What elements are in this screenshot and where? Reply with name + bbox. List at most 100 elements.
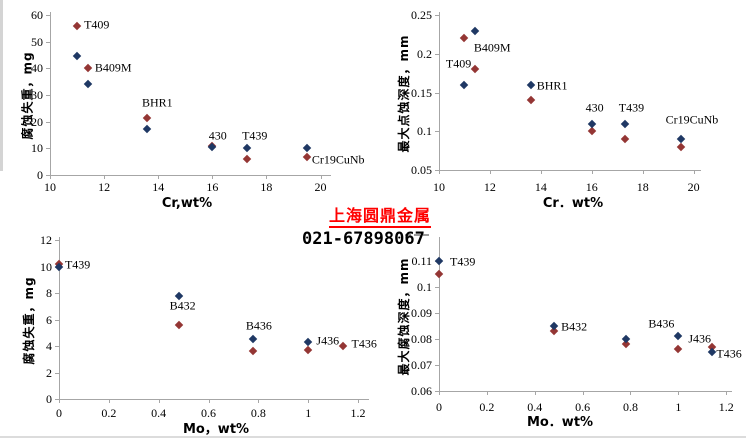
point-label: T439 bbox=[242, 128, 268, 143]
data-point-red bbox=[83, 63, 93, 72]
data-point-blue bbox=[143, 124, 152, 134]
point-label: BHR1 bbox=[536, 78, 568, 93]
x-tick-label: 0.6 bbox=[201, 406, 217, 420]
data-point-red bbox=[302, 153, 312, 162]
point-label: J436 bbox=[688, 331, 712, 346]
y-tick bbox=[46, 15, 50, 16]
data-point-red bbox=[434, 269, 444, 279]
data-point-red bbox=[174, 320, 183, 330]
point-label: J436 bbox=[316, 333, 340, 348]
y-tick bbox=[55, 240, 59, 241]
point-label: B432 bbox=[561, 319, 588, 334]
x-axis-title: Cr,wt% bbox=[161, 196, 213, 211]
x-tick bbox=[158, 399, 160, 403]
y-tick bbox=[55, 293, 59, 294]
point-label: Cr19CuNb bbox=[311, 152, 365, 167]
y-tick-label: 0.2 bbox=[417, 46, 432, 61]
y-axis-line bbox=[50, 12, 51, 175]
data-point-blue bbox=[302, 144, 312, 153]
y-tick-label: 0.11 bbox=[411, 253, 432, 268]
y-axis-line bbox=[439, 12, 440, 170]
y-tick-label: 0.1 bbox=[417, 279, 432, 294]
data-point-red bbox=[470, 65, 479, 74]
x-tick bbox=[358, 399, 360, 403]
data-point-blue bbox=[620, 119, 630, 128]
x-tick bbox=[208, 399, 210, 403]
x-tick bbox=[693, 170, 695, 174]
y-tick-label: 0.06 bbox=[411, 384, 432, 398]
watermark-phone: 021-67898067 bbox=[302, 229, 425, 249]
y-tick bbox=[435, 391, 439, 392]
x-tick-label: 0 bbox=[436, 400, 442, 414]
y-tick-label: 8 bbox=[46, 286, 52, 300]
x-tick-label: 0.4 bbox=[151, 406, 167, 420]
x-tick-label: 1.2 bbox=[718, 400, 734, 414]
x-tick-label: 12 bbox=[483, 180, 496, 194]
x-tick-label: 1.2 bbox=[350, 406, 366, 420]
x-tick-label: 0.4 bbox=[527, 400, 543, 414]
x-axis-title: Cr．wt% bbox=[542, 196, 604, 211]
y-tick bbox=[46, 95, 50, 96]
point-label: BHR1 bbox=[141, 95, 173, 110]
point-label: 430 bbox=[585, 100, 604, 115]
data-point-blue bbox=[249, 335, 258, 344]
data-point-red bbox=[143, 113, 152, 123]
data-point-red bbox=[676, 142, 686, 151]
y-tick-label: 0.05 bbox=[411, 163, 432, 177]
y-tick bbox=[55, 346, 59, 347]
x-tick-label: 10 bbox=[44, 180, 56, 194]
x-tick-label: 0.8 bbox=[250, 406, 266, 420]
watermark: 上海圆鼎金属 021-67898067 bbox=[302, 202, 432, 249]
y-axis-title: 腐蚀失重，mg bbox=[21, 275, 36, 365]
point-label: T436 bbox=[716, 346, 742, 361]
x-tick-label: 0 bbox=[56, 406, 62, 420]
point-label: B436 bbox=[648, 316, 675, 331]
page-edge-left bbox=[0, 0, 3, 171]
data-point-blue bbox=[526, 80, 535, 89]
x-tick-label: 0.6 bbox=[575, 400, 591, 414]
y-tick-label: 4 bbox=[46, 339, 52, 353]
data-point-red bbox=[303, 345, 313, 355]
x-tick bbox=[678, 391, 680, 395]
y-tick-label: 0 bbox=[46, 392, 52, 406]
y-tick-label: 20 bbox=[31, 114, 43, 129]
x-tick bbox=[591, 170, 593, 174]
data-point-blue bbox=[587, 119, 597, 128]
x-tick bbox=[642, 170, 644, 174]
y-tick-label: 0 bbox=[37, 168, 43, 182]
x-axis-line bbox=[59, 399, 369, 400]
y-axis-line bbox=[439, 237, 440, 391]
y-tick bbox=[435, 338, 439, 340]
x-tick-label: 12 bbox=[98, 180, 111, 194]
y-tick-label: 50 bbox=[31, 34, 43, 49]
y-tick bbox=[55, 372, 59, 374]
point-label: T439 bbox=[64, 257, 91, 272]
x-tick bbox=[534, 391, 536, 395]
y-tick-label: 0.1 bbox=[417, 124, 432, 139]
y-tick-label: 12 bbox=[40, 233, 52, 247]
data-point-blue bbox=[460, 80, 469, 89]
x-tick bbox=[540, 170, 542, 174]
data-point-blue bbox=[303, 337, 313, 347]
x-tick bbox=[630, 391, 632, 395]
x-tick bbox=[108, 399, 110, 403]
clipped-tick-remnant bbox=[405, 234, 429, 236]
x-axis-line bbox=[50, 175, 331, 176]
x-tick-label: 0.2 bbox=[479, 400, 495, 414]
x-tick-label: 14 bbox=[152, 180, 165, 194]
y-tick bbox=[435, 131, 439, 133]
data-point-blue bbox=[707, 347, 717, 357]
x-axis-line bbox=[439, 170, 701, 171]
x-tick bbox=[489, 170, 491, 174]
y-tick bbox=[435, 92, 439, 94]
y-tick-label: 6 bbox=[46, 312, 52, 327]
y-axis-line bbox=[59, 237, 60, 399]
x-tick bbox=[104, 175, 106, 179]
x-tick-label: 1 bbox=[675, 400, 682, 414]
x-tick bbox=[439, 391, 440, 395]
x-tick-label: 16 bbox=[585, 180, 598, 194]
x-tick bbox=[486, 391, 488, 395]
data-point-red bbox=[620, 134, 630, 144]
y-tick bbox=[435, 170, 439, 171]
y-tick bbox=[46, 148, 50, 150]
